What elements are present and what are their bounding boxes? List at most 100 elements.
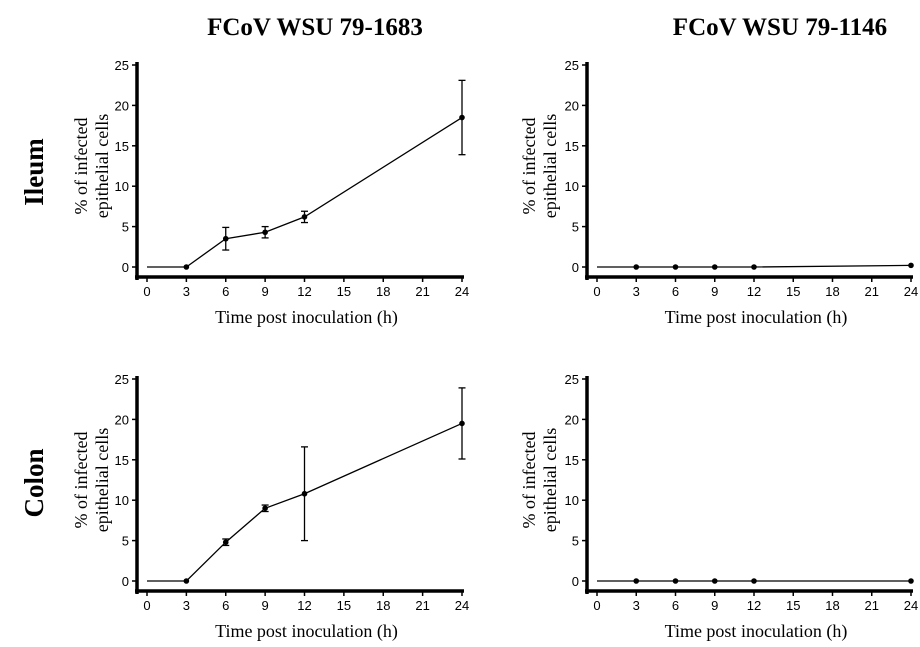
y-axis-title-line: % of infected xyxy=(519,118,539,215)
data-point xyxy=(222,539,229,546)
x-tick-label: 24 xyxy=(455,284,469,299)
y-tick-label: 10 xyxy=(115,179,129,194)
y-tick-label: 20 xyxy=(565,412,579,427)
x-tick-label: 12 xyxy=(747,284,761,299)
y-tick-label: 0 xyxy=(572,260,579,275)
x-tick-label: 0 xyxy=(143,598,150,613)
x-tick-label: 15 xyxy=(337,284,351,299)
x-tick-label: 3 xyxy=(183,284,190,299)
data-point xyxy=(183,578,190,584)
data-point xyxy=(183,264,190,270)
y-tick-label: 25 xyxy=(565,372,579,387)
y-tick-label: 0 xyxy=(122,260,129,275)
chart-panel-2: 0 5 10 15 20 25 0 3 6 9 12 15 18 21 24 Time post inocul… xyxy=(519,58,918,328)
column-title-left: FCoV WSU 79-1683 xyxy=(207,14,423,41)
x-tick-label: 24 xyxy=(904,284,918,299)
data-point xyxy=(262,505,268,512)
data-point xyxy=(672,264,679,270)
y-axis-title-line: epithelial cells xyxy=(540,114,560,218)
y-axis-title-line: epithelial cells xyxy=(92,428,112,532)
x-tick-label: 12 xyxy=(297,598,311,613)
column-title-right: FCoV WSU 79-1146 xyxy=(673,14,887,41)
data-point xyxy=(751,578,757,584)
x-tick-label: 18 xyxy=(376,598,390,613)
x-tick-label: 9 xyxy=(262,284,269,299)
data-point xyxy=(262,229,268,236)
series-line xyxy=(147,422,463,582)
x-tick-label: 21 xyxy=(415,598,429,613)
y-tick-label: 20 xyxy=(115,98,129,113)
y-tick-label: 10 xyxy=(565,179,579,194)
y-tick-label: 5 xyxy=(572,534,579,549)
data-point xyxy=(672,578,679,584)
x-tick-label: 6 xyxy=(672,598,679,613)
y-tick-label: 5 xyxy=(122,220,129,235)
series-line xyxy=(147,116,463,268)
y-tick-label: 5 xyxy=(122,534,129,549)
y-tick-label: 20 xyxy=(115,412,129,427)
y-tick-label: 0 xyxy=(572,574,579,589)
data-point xyxy=(459,420,465,427)
y-tick-label: 20 xyxy=(565,98,579,113)
x-tick-label: 18 xyxy=(376,284,390,299)
panels: 0 5 10 15 20 25 0 3 6 9 12 15 18 21 24 Time post inocul… xyxy=(71,58,918,642)
x-tick-label: 0 xyxy=(143,284,150,299)
x-tick-label: 15 xyxy=(786,284,800,299)
x-tick-label: 6 xyxy=(672,284,679,299)
y-tick-label: 10 xyxy=(565,493,579,508)
x-tick-label: 9 xyxy=(262,598,269,613)
y-axis-title-line: % of infected xyxy=(519,432,539,529)
x-tick-label: 21 xyxy=(415,284,429,299)
data-point xyxy=(711,264,718,270)
data-point xyxy=(633,264,640,270)
data-point xyxy=(751,264,757,270)
y-tick-label: 15 xyxy=(565,139,579,154)
x-tick-label: 9 xyxy=(711,598,718,613)
y-tick-label: 5 xyxy=(572,220,579,235)
x-tick-label: 24 xyxy=(455,598,469,613)
chart-panel-1: 0 5 10 15 20 25 0 3 6 9 12 15 18 21 24 Time post inocul… xyxy=(71,58,469,328)
x-tick-label: 0 xyxy=(593,284,600,299)
y-axis-title-line: epithelial cells xyxy=(92,114,112,218)
data-point xyxy=(633,578,640,584)
y-tick-label: 15 xyxy=(115,139,129,154)
y-tick-label: 25 xyxy=(115,372,129,387)
y-axis-title-line: % of infected xyxy=(71,118,91,215)
y-tick-label: 15 xyxy=(115,453,129,468)
x-tick-label: 9 xyxy=(711,284,718,299)
series-line xyxy=(597,264,912,268)
data-point xyxy=(301,214,308,220)
data-point xyxy=(711,578,718,584)
x-axis-title: Time post inoculation (h) xyxy=(215,621,398,642)
y-tick-label: 25 xyxy=(115,58,129,73)
row-title-bottom: Colon xyxy=(19,448,49,517)
y-axis-title-line: % of infected xyxy=(71,432,91,529)
y-tick-label: 25 xyxy=(565,58,579,73)
x-tick-label: 18 xyxy=(825,598,839,613)
x-tick-label: 6 xyxy=(222,284,229,299)
x-tick-label: 15 xyxy=(786,598,800,613)
x-tick-label: 3 xyxy=(633,598,640,613)
y-tick-label: 0 xyxy=(122,574,129,589)
data-point xyxy=(301,490,308,497)
x-tick-label: 12 xyxy=(297,284,311,299)
x-axis-title: Time post inoculation (h) xyxy=(665,307,848,328)
x-tick-label: 6 xyxy=(222,598,229,613)
x-tick-label: 24 xyxy=(904,598,918,613)
data-point xyxy=(908,578,914,584)
y-tick-label: 10 xyxy=(115,493,129,508)
x-tick-label: 3 xyxy=(633,284,640,299)
x-axis-title: Time post inoculation (h) xyxy=(665,621,848,642)
x-tick-label: 12 xyxy=(747,598,761,613)
x-tick-label: 15 xyxy=(337,598,351,613)
data-point xyxy=(908,262,914,269)
x-tick-label: 0 xyxy=(593,598,600,613)
chart-panel-4: 0 5 10 15 20 25 0 3 6 9 12 15 18 21 24 Time post inocul… xyxy=(519,372,918,642)
data-point xyxy=(222,235,229,242)
x-tick-label: 3 xyxy=(183,598,190,613)
x-tick-label: 21 xyxy=(865,598,879,613)
data-point xyxy=(459,114,465,121)
x-tick-label: 21 xyxy=(865,284,879,299)
x-axis-title: Time post inoculation (h) xyxy=(215,307,398,328)
